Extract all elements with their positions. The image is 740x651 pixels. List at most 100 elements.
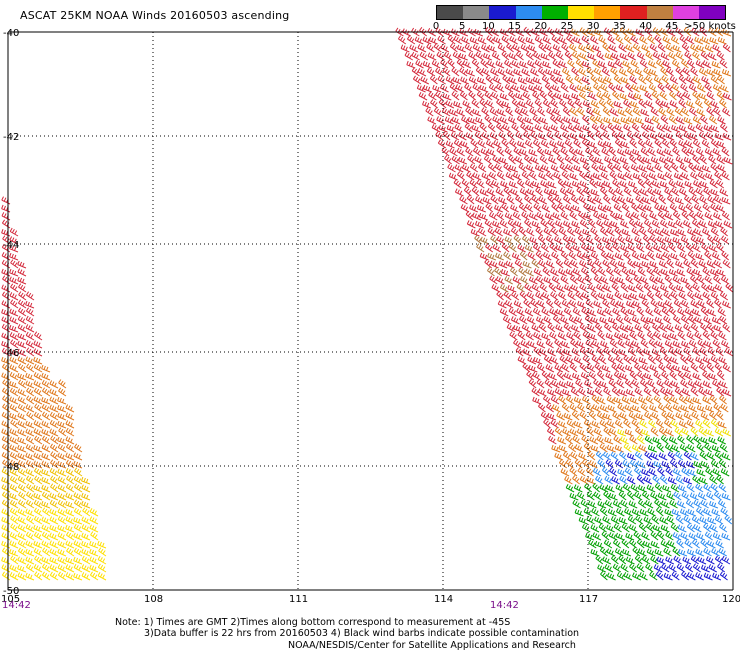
wind-barb <box>17 412 27 421</box>
wind-barb <box>33 492 43 501</box>
wind-barb <box>634 236 643 245</box>
wind-barb <box>604 204 614 213</box>
wind-barb <box>669 75 679 85</box>
wind-barb <box>561 363 570 373</box>
wind-barb <box>475 66 484 77</box>
wind-barb <box>690 259 699 269</box>
wind-barb <box>539 155 548 165</box>
wind-barb <box>614 124 624 133</box>
wind-barb <box>9 444 19 453</box>
wind-barb <box>561 131 571 141</box>
wind-barb <box>481 132 491 141</box>
wind-barb <box>570 195 580 205</box>
wind-barb <box>525 51 534 61</box>
wind-barb <box>718 547 727 557</box>
wind-barb <box>718 331 727 341</box>
wind-barb <box>698 476 708 485</box>
wind-barb <box>25 315 35 325</box>
wind-barb <box>555 324 564 333</box>
wind-barb <box>579 347 588 357</box>
wind-barb <box>57 484 67 493</box>
wind-barb <box>600 212 610 221</box>
wind-barb <box>637 548 647 557</box>
wind-barb <box>521 235 531 245</box>
wind-barb <box>431 123 441 133</box>
wind-barb <box>614 291 623 301</box>
wind-barb <box>673 299 683 309</box>
wind-barb <box>645 523 654 533</box>
wind-barb <box>705 556 715 565</box>
wind-barb <box>551 35 560 45</box>
wind-barb <box>614 444 624 453</box>
wind-barb <box>629 539 637 549</box>
wind-barb <box>688 404 698 413</box>
wind-barb <box>9 492 19 501</box>
wind-barb <box>659 91 668 101</box>
wind-barb <box>627 243 637 253</box>
wind-barb <box>477 227 487 237</box>
wind-barb <box>650 531 659 541</box>
wind-barb <box>41 500 51 509</box>
wind-barb <box>442 130 451 141</box>
wind-barb <box>25 556 35 565</box>
wind-barb <box>565 75 574 85</box>
wind-barb <box>530 28 540 37</box>
wind-barb <box>717 563 725 573</box>
wind-barb <box>519 250 528 261</box>
wind-barb <box>710 483 719 493</box>
wind-barb <box>711 316 721 325</box>
wind-barb <box>702 419 711 429</box>
wind-barb <box>1 524 11 533</box>
wind-barb <box>656 236 666 245</box>
wind-barb <box>714 362 723 373</box>
wind-barb <box>550 124 560 133</box>
wind-barb <box>534 124 543 133</box>
wind-barb <box>654 138 663 149</box>
wind-barb <box>643 219 653 229</box>
wind-barb <box>497 300 507 309</box>
wind-barb <box>574 458 583 469</box>
wind-barb <box>625 340 634 349</box>
wind-barb <box>712 84 722 93</box>
wind-barb <box>26 363 35 373</box>
wind-barb <box>569 428 579 437</box>
wind-barb <box>25 531 35 541</box>
wind-barb <box>657 466 665 477</box>
wind-barb <box>545 260 555 269</box>
wind-barb <box>620 282 629 293</box>
wind-barb <box>666 156 676 165</box>
wind-barb <box>540 180 549 189</box>
wind-barb <box>467 116 477 125</box>
wind-barb <box>625 211 634 221</box>
wind-barb <box>721 171 730 181</box>
wind-barb <box>560 83 569 93</box>
wind-barb <box>490 27 499 37</box>
wind-barb <box>18 379 27 389</box>
wind-barb <box>25 420 35 429</box>
wind-barb <box>526 370 535 381</box>
wind-barb <box>474 220 484 229</box>
wind-barb <box>636 306 645 317</box>
wind-barb <box>501 101 511 109</box>
wind-barb <box>638 356 648 365</box>
wind-barb <box>704 531 713 541</box>
wind-barb <box>721 492 731 501</box>
wind-barb <box>489 275 498 285</box>
wind-barb <box>478 163 487 173</box>
wind-barb <box>518 100 528 109</box>
wind-barb <box>671 124 681 133</box>
wind-barb <box>531 180 541 189</box>
wind-barb <box>512 211 522 221</box>
wind-barb <box>597 76 607 85</box>
wind-barb <box>9 404 19 413</box>
wind-barb <box>692 563 701 573</box>
wind-barb <box>588 539 597 549</box>
wind-barb <box>692 51 701 61</box>
wind-barb <box>602 556 612 565</box>
wind-barb <box>544 82 553 93</box>
wind-barb <box>675 116 685 125</box>
wind-barb <box>642 234 651 245</box>
wind-barb <box>466 220 476 229</box>
wind-barb <box>519 290 528 301</box>
wind-barb <box>687 251 696 261</box>
